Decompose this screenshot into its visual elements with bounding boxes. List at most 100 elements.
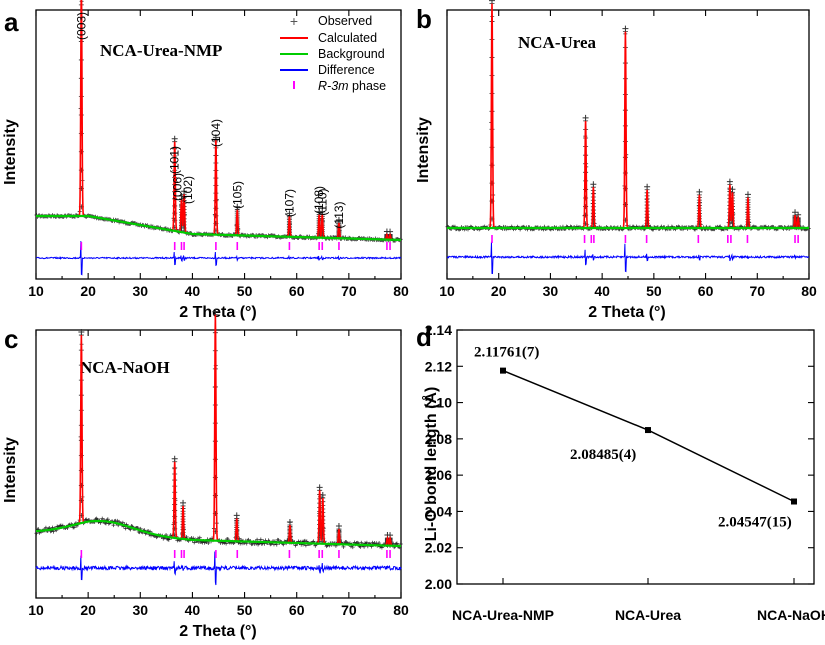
observed-point (258, 537, 263, 542)
observed-peak-top (335, 522, 342, 529)
observed-series (445, 0, 811, 232)
x-tick-label: 30 (543, 283, 559, 299)
observed-peak-top (180, 499, 187, 506)
observed-point (172, 196, 178, 202)
hkl-label: (108) (312, 186, 326, 214)
panel-d-frame (456, 329, 815, 585)
x-tick-label: 80 (393, 602, 409, 618)
x-tick-label: 70 (749, 283, 765, 299)
y-tick-label: 2.14 (425, 322, 452, 338)
difference-series (35, 551, 402, 586)
hkl-label: (102) (181, 176, 195, 204)
calculated-series (35, 314, 402, 547)
observed-point (583, 186, 589, 192)
panel-c-letter: c (4, 324, 18, 354)
panel-b-letter: b (416, 4, 432, 34)
hkl-label: (104) (209, 119, 223, 147)
panel-a-legend: + Observed Calculated Background Differe… (280, 13, 386, 93)
legend-difference-label: Difference (318, 63, 375, 77)
observed-peak-top (286, 519, 293, 526)
difference-series (35, 241, 402, 276)
observed-point (622, 154, 628, 160)
observed-peak-top (234, 203, 241, 210)
observed-peak-top (644, 183, 651, 190)
observed-point (206, 540, 211, 545)
hkl-label: (105) (230, 181, 244, 209)
observed-peak-top (78, 329, 85, 336)
y-tick-label: 2.02 (425, 540, 452, 556)
difference-series (446, 241, 810, 274)
x-tick-label: 40 (594, 283, 610, 299)
observed-point (489, 144, 495, 150)
observed-peak-top (171, 135, 178, 142)
observed-point (78, 452, 84, 458)
x-tick-label: 80 (801, 283, 817, 299)
bond-length-point (645, 427, 651, 434)
observed-peak-top (316, 484, 323, 491)
observed-point (78, 130, 84, 136)
panel-b-xlabel: 2 Theta (°) (588, 304, 666, 321)
observed-peak-top (590, 181, 597, 188)
observed-peak-top (726, 178, 733, 185)
legend-phase-label-italic: R-3m (318, 79, 349, 93)
x-tick-label: 30 (132, 283, 148, 299)
observed-point (172, 508, 178, 514)
legend-observed-marker: + (290, 13, 298, 29)
y-tick-label: 2.08 (425, 431, 452, 447)
bond-length-point (500, 367, 506, 374)
bond-length-point (791, 498, 797, 505)
panel-d: d Li-O bond length (Å) 2.00 2.02 2.04 2.06 2… (416, 322, 825, 623)
observed-peak-top (212, 134, 219, 141)
observed-peak-top (622, 25, 629, 32)
observed-peak-top (696, 188, 703, 195)
bond-length-line (502, 369, 795, 503)
observed-peak-top (319, 492, 326, 499)
observed-point (84, 517, 89, 522)
x-category-label: NCA-Urea (615, 607, 681, 623)
x-tick-label: 30 (132, 602, 148, 618)
hkl-label: (107) (282, 189, 296, 217)
x-tick-label: 70 (341, 602, 357, 618)
panel-b-frame (446, 9, 810, 280)
observed-peak-top (212, 308, 219, 315)
y-tick-label: 2.10 (425, 395, 452, 411)
x-tick-label: 40 (185, 283, 201, 299)
legend-phase-label: R-3m phase (318, 79, 386, 93)
panel-a-letter: a (4, 7, 19, 37)
legend-background-label: Background (318, 47, 385, 61)
x-tick-label: 60 (289, 602, 305, 618)
panel-d-ylabel: Li-O bond length (Å) (421, 387, 440, 542)
panel-b-sample-label: NCA-Urea (518, 33, 597, 52)
panel-c-sample-label: NCA-NaOH (80, 358, 170, 377)
observed-peak-top (171, 455, 178, 462)
panel-a-xlabel: 2 Theta (°) (179, 304, 257, 321)
panel-b-ylabel: Intensity (415, 117, 432, 183)
observed-peak-top (792, 209, 799, 216)
hkl-label: (003) (74, 12, 88, 40)
observed-peak-top (181, 188, 188, 195)
observed-point (166, 537, 171, 542)
data-label: 2.04547(15) (718, 515, 792, 531)
y-tick-label: 2.04 (425, 503, 452, 519)
x-tick-label: 50 (237, 283, 253, 299)
x-tick-label: 10 (28, 283, 44, 299)
observed-peak-top (335, 216, 342, 223)
x-category-label: NCA-NaOH (757, 607, 825, 623)
x-tick-label: 10 (28, 602, 44, 618)
panel-c-ylabel: Intensity (2, 437, 19, 503)
observed-point (293, 543, 298, 548)
panel-b: b NCA-Urea Intensity 2 Theta (°) 10 20 30 4… (415, 0, 817, 321)
observed-peak-top (319, 208, 326, 215)
x-tick-label: 70 (341, 283, 357, 299)
panel-d-letter: d (416, 322, 432, 352)
background-series (35, 519, 402, 548)
x-tick-label: 10 (439, 283, 455, 299)
observed-point (212, 456, 218, 462)
background-series (36, 214, 402, 242)
observed-point (213, 198, 219, 204)
legend-calculated-label: Calculated (318, 31, 377, 45)
x-tick-label: 50 (237, 602, 253, 618)
hkl-label: (006) (170, 173, 184, 201)
hkl-label: (101) (168, 146, 182, 174)
